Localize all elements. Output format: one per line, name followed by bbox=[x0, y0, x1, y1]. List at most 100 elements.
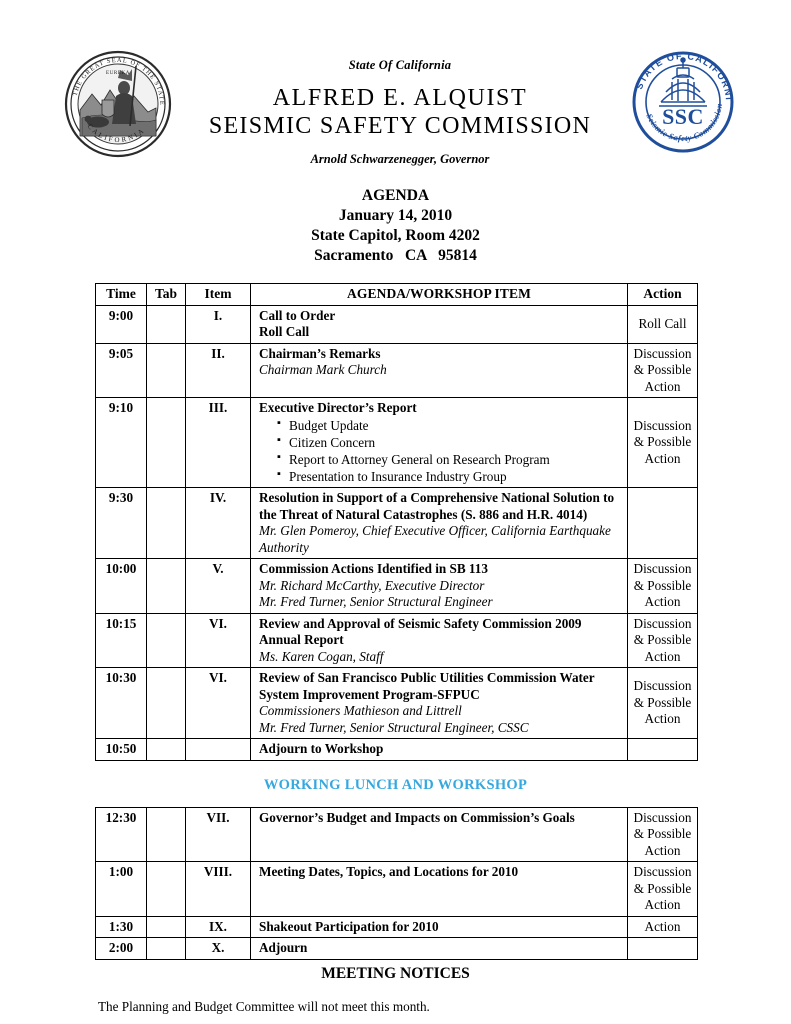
row-time: 9:30 bbox=[95, 487, 147, 560]
topic-presenter: Mr. Richard McCarthy, Executive Director bbox=[259, 577, 485, 593]
topic-title: Adjourn bbox=[259, 940, 308, 956]
row-action: Discussion & Possible Action bbox=[627, 397, 698, 489]
topic-title: Review and Approval of Seismic Safety Co… bbox=[259, 615, 582, 648]
meeting-info-block: AGENDA January 14, 2010 State Capitol, R… bbox=[0, 186, 791, 267]
topic-title: Commission Actions Identified in SB 113 bbox=[259, 561, 488, 577]
table-row: 9:30 IV. Resolution in Support of a Comp… bbox=[95, 487, 698, 560]
row-topic: Chairman’s Remarks Chairman Mark Church bbox=[250, 342, 628, 399]
row-time: 10:50 bbox=[95, 738, 147, 761]
meeting-city-state-zip: Sacramento CA 95814 bbox=[314, 247, 477, 265]
row-time: 9:05 bbox=[95, 342, 147, 399]
row-topic: Call to Order Roll Call bbox=[250, 304, 628, 344]
row-item: V. bbox=[185, 558, 251, 614]
topic-title: Adjourn to Workshop bbox=[259, 741, 384, 757]
row-action bbox=[627, 487, 698, 560]
topic-title: Executive Director’s Report bbox=[259, 400, 417, 416]
row-time: 10:30 bbox=[95, 667, 147, 740]
topic-title: Shakeout Participation for 2010 bbox=[259, 918, 439, 934]
topic-title: Meeting Dates, Topics, and Locations for… bbox=[259, 864, 519, 880]
table-row: 1:30 IX. Shakeout Participation for 2010… bbox=[95, 915, 698, 939]
ssc-center-text: SSC bbox=[662, 104, 704, 129]
document-type: AGENDA bbox=[361, 187, 430, 204]
table-row: 9:00 I. Call to Order Roll Call Roll Cal… bbox=[95, 304, 698, 344]
morning-agenda-table: Time Tab Item AGENDA/WORKSHOP ITEM Actio… bbox=[95, 282, 698, 761]
header-title-block: State Of California ALFRED E. ALQUIST SE… bbox=[180, 58, 620, 167]
row-action: Discussion & Possible Action bbox=[627, 612, 698, 669]
topic-title: Review of San Francisco Public Utilities… bbox=[259, 670, 595, 702]
row-item bbox=[185, 738, 251, 761]
topic-presenter: Ms. Karen Cogan, Staff bbox=[259, 648, 384, 664]
row-action bbox=[627, 738, 698, 761]
topic-presenter2: Mr. Fred Turner, Senior Structural Engin… bbox=[259, 594, 493, 610]
row-action: Discussion & Possible Action bbox=[627, 342, 698, 399]
row-tab bbox=[146, 915, 186, 939]
table-row: 10:15 VI. Review and Approval of Seismic… bbox=[95, 612, 698, 669]
meeting-location: State Capitol, Room 4202 bbox=[311, 227, 480, 245]
row-item: X. bbox=[185, 937, 251, 960]
row-time: 1:30 bbox=[95, 915, 147, 939]
topic-title: Call to Order bbox=[259, 307, 336, 323]
row-action: Discussion & Possible Action bbox=[627, 806, 698, 863]
row-topic: Executive Director’s Report Budget Updat… bbox=[250, 397, 628, 489]
col-header-action: Action bbox=[627, 282, 698, 306]
row-action: Action bbox=[627, 915, 698, 939]
row-time: 2:00 bbox=[95, 937, 147, 960]
svg-text:EUREKA: EUREKA bbox=[106, 71, 130, 76]
row-time: 12:30 bbox=[95, 806, 147, 863]
row-action: Roll Call bbox=[627, 304, 698, 344]
topic-title: Governor’s Budget and Impacts on Commiss… bbox=[259, 809, 575, 825]
row-item: VII. bbox=[185, 806, 251, 863]
topic-presenter: Chairman Mark Church bbox=[259, 362, 387, 378]
table-header-row: Time Tab Item AGENDA/WORKSHOP ITEM Actio… bbox=[95, 282, 698, 306]
row-item: I. bbox=[185, 304, 251, 344]
row-time: 1:00 bbox=[95, 861, 147, 917]
document-header: THE GREAT SEAL OF THE STATE OF CALIFORNI… bbox=[0, 0, 791, 180]
row-tab bbox=[146, 612, 186, 669]
row-time: 9:10 bbox=[95, 397, 147, 489]
row-tab bbox=[146, 937, 186, 960]
col-header-time: Time bbox=[95, 282, 147, 306]
governor-label: Arnold Schwarzenegger, Governor bbox=[310, 151, 490, 166]
row-topic: Adjourn to Workshop bbox=[250, 738, 628, 761]
col-header-agenda-item: AGENDA/WORKSHOP ITEM bbox=[250, 282, 628, 306]
afternoon-agenda-table: 12:30 VII. Governor’s Budget and Impacts… bbox=[95, 806, 698, 960]
table-row: 10:50 Adjourn to Workshop bbox=[95, 738, 698, 761]
ssc-seal-icon: SSC STATE OF CALIFORNIA Seismic Safety C… bbox=[628, 44, 734, 153]
row-item: VIII. bbox=[185, 861, 251, 917]
topic-bullet-list: Budget Update Citizen Concern Report to … bbox=[259, 416, 623, 486]
list-item: Citizen Concern bbox=[277, 433, 623, 451]
commission-title-line1: ALFRED E. ALQUIST bbox=[272, 85, 528, 111]
row-tab bbox=[146, 861, 186, 917]
row-tab bbox=[146, 806, 186, 863]
row-tab bbox=[146, 558, 186, 614]
working-lunch-banner: WORKING LUNCH AND WORKSHOP bbox=[263, 776, 528, 793]
table-row: 10:30 VI. Review of San Francisco Public… bbox=[95, 667, 698, 740]
topic-presenter2: Mr. Fred Turner, Senior Structural Engin… bbox=[259, 719, 529, 735]
row-tab bbox=[146, 342, 186, 399]
state-of-california-label: State Of California bbox=[348, 58, 452, 72]
topic-title: Resolution in Support of a Comprehensive… bbox=[259, 490, 615, 522]
row-action: Discussion & Possible Action bbox=[627, 861, 698, 917]
table-row: 12:30 VII. Governor’s Budget and Impacts… bbox=[95, 806, 698, 863]
meeting-notices-heading: MEETING NOTICES bbox=[321, 964, 470, 982]
row-topic: Commission Actions Identified in SB 113 … bbox=[250, 558, 628, 614]
table-row: 9:05 II. Chairman’s Remarks Chairman Mar… bbox=[95, 342, 698, 399]
great-seal-of-california-icon: THE GREAT SEAL OF THE STATE OF CALIFORNI… bbox=[62, 48, 172, 158]
table-row: 10:00 V. Commission Actions Identified i… bbox=[95, 558, 698, 614]
list-item: Report to Attorney General on Research P… bbox=[277, 450, 623, 468]
commission-title-line2: SEISMIC SAFETY COMMISSION bbox=[208, 112, 592, 139]
row-time: 10:15 bbox=[95, 612, 147, 669]
topic-title2: Roll Call bbox=[259, 324, 310, 340]
row-action: Discussion & Possible Action bbox=[627, 667, 698, 740]
row-tab bbox=[146, 397, 186, 489]
row-tab bbox=[146, 304, 186, 344]
row-topic: Review of San Francisco Public Utilities… bbox=[250, 667, 628, 740]
row-action bbox=[627, 937, 698, 960]
row-time: 10:00 bbox=[95, 558, 147, 614]
meeting-date: January 14, 2010 bbox=[338, 207, 453, 225]
row-item: III. bbox=[185, 397, 251, 489]
row-action: Discussion & Possible Action bbox=[627, 558, 698, 614]
col-header-item: Item bbox=[185, 282, 251, 306]
row-topic: Meeting Dates, Topics, and Locations for… bbox=[250, 861, 628, 917]
